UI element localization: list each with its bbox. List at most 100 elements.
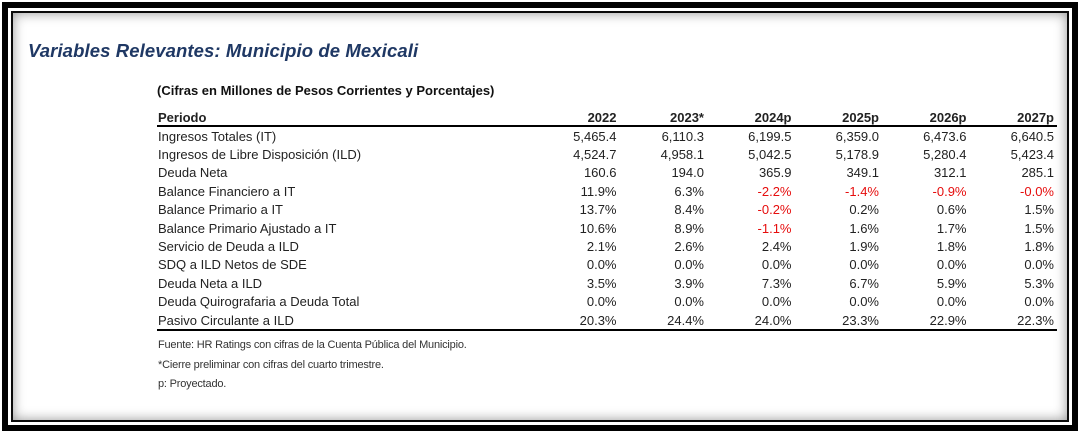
table-cell: 20.3% bbox=[579, 312, 617, 328]
row-label: Ingresos de Libre Disposición (ILD) bbox=[158, 147, 362, 163]
table-cell: 5,042.5 bbox=[748, 147, 792, 163]
table-cell: 22.9% bbox=[929, 312, 967, 328]
table-cell: 0.0% bbox=[586, 294, 617, 310]
table-row: Deuda Neta 160.6 194.0 365.9 349.1 312.1 285.1 bbox=[157, 164, 1057, 182]
table-cell: 365.9 bbox=[758, 165, 792, 181]
table-cell: -2.2% bbox=[757, 183, 792, 199]
table-cell: 24.0% bbox=[754, 312, 792, 328]
table-cell: 4,958.1 bbox=[660, 147, 704, 163]
table-cell: 11.9% bbox=[580, 183, 617, 199]
table-cell: 3.9% bbox=[674, 275, 704, 291]
table-row: Ingresos de Libre Disposición (ILD) 4,524… bbox=[157, 145, 1057, 163]
table-cell: -0.0% bbox=[1020, 183, 1054, 199]
table-body: Ingresos Totales (IT) 5,465.4 6,110.3 6,199… bbox=[157, 127, 1057, 332]
table-row: Deuda Neta a ILD 3.5% 3.9% 7.3% 6.7% 5.9% 5.3% bbox=[157, 274, 1057, 292]
table-row: Balance Primario Ajustado a IT 10.6% 8.9% -… bbox=[157, 219, 1057, 237]
table-cell: 0.0% bbox=[674, 257, 704, 273]
table-cell: 0.0% bbox=[761, 257, 792, 273]
table-cell: 285.1 bbox=[1021, 165, 1054, 181]
row-label: Balance Primario a IT bbox=[158, 202, 283, 218]
row-label: Ingresos Totales (IT) bbox=[158, 128, 277, 144]
year-header: 2024p bbox=[754, 110, 792, 125]
table-cell: 5,178.9 bbox=[835, 147, 879, 163]
financial-table: Periodo 2022 2023* 2024p 2025p 2026p 2027p In… bbox=[157, 104, 1057, 332]
table-cell: 8.9% bbox=[674, 220, 704, 236]
table-cell: 6,110.3 bbox=[661, 128, 704, 144]
table-cell: 160.6 bbox=[583, 165, 617, 181]
table-row: SDQ a ILD Netos de SDE 0.0% 0.0% 0.0% 0.0% 0.… bbox=[157, 256, 1057, 274]
table-row: Balance Primario a IT 13.7% 8.4% -0.2% 0.2% 0… bbox=[157, 201, 1057, 219]
table-header-row: Periodo 2022 2023* 2024p 2025p 2026p 2027p bbox=[157, 104, 1057, 127]
row-label: Pasivo Circulante a ILD bbox=[158, 312, 294, 328]
table-cell: 1.8% bbox=[936, 239, 967, 255]
table-cell: 1.5% bbox=[1024, 202, 1054, 218]
table-cell: 194.0 bbox=[671, 165, 704, 181]
table-cell: 13.7% bbox=[579, 202, 617, 218]
table-cell: -0.9% bbox=[932, 183, 967, 199]
table-row: Servicio de Deuda a ILD 2.1% 2.6% 2.4% 1.9% 1… bbox=[157, 237, 1057, 255]
row-label: Deuda Neta a ILD bbox=[158, 275, 263, 291]
table-cell: -1.1% bbox=[757, 220, 792, 236]
year-header: 2025p bbox=[842, 110, 879, 125]
table-cell: 5,280.4 bbox=[923, 147, 967, 163]
table-cell: 1.8% bbox=[1024, 239, 1054, 255]
table-cell: 4,524.7 bbox=[573, 147, 617, 163]
table-row: Ingresos Totales (IT) 5,465.4 6,110.3 6,199… bbox=[157, 127, 1057, 145]
table-cell: 2.4% bbox=[761, 239, 792, 255]
table-cell: 312.1 bbox=[933, 165, 967, 181]
table-cell: 1.7% bbox=[936, 220, 967, 236]
page-title: Variables Relevantes: Municipio de Mexic… bbox=[28, 40, 419, 61]
period-header: Periodo bbox=[158, 110, 207, 125]
table-row: Pasivo Circulante a ILD 20.3% 24.4% 24.0% 23… bbox=[157, 311, 1057, 329]
table-cell: 0.0% bbox=[936, 294, 967, 310]
table-cell: 6.7% bbox=[849, 275, 879, 291]
table-cell: 0.0% bbox=[674, 294, 704, 310]
footnote-source: Fuente: HR Ratings con cifras de la Cuen… bbox=[158, 339, 467, 351]
row-label: Deuda Neta bbox=[158, 165, 228, 181]
row-label: Deuda Quirografaria a Deuda Total bbox=[158, 294, 360, 310]
table-cell: 7.3% bbox=[761, 275, 792, 291]
table-cell: 2.1% bbox=[586, 239, 617, 255]
row-label: Balance Financiero a IT bbox=[158, 183, 296, 199]
table-cell: 1.5% bbox=[1024, 220, 1054, 236]
table-cell: 0.0% bbox=[586, 257, 617, 273]
row-label: Balance Primario Ajustado a IT bbox=[158, 220, 337, 236]
table-cell: 8.4% bbox=[674, 202, 704, 218]
table-cell: 0.0% bbox=[936, 257, 967, 273]
table-cell: 0.0% bbox=[849, 294, 879, 310]
footnote-preliminary: *Cierre preliminar con cifras del cuarto… bbox=[158, 358, 384, 371]
table-cell: 6.3% bbox=[674, 183, 704, 199]
table-cell: 349.1 bbox=[846, 165, 879, 181]
inner-frame bbox=[11, 11, 1069, 422]
table-cell: 3.5% bbox=[586, 275, 617, 291]
row-label: SDQ a ILD Netos de SDE bbox=[158, 257, 307, 273]
table-cell: 24.4% bbox=[667, 312, 704, 328]
table-cell: 0.0% bbox=[1024, 294, 1054, 310]
row-label: Servicio de Deuda a ILD bbox=[158, 239, 299, 255]
table-cell: 22.3% bbox=[1017, 312, 1054, 328]
table-cell: 0.0% bbox=[761, 294, 792, 310]
year-header: 2027p bbox=[1017, 110, 1054, 125]
table-cell: 10.6% bbox=[579, 220, 617, 236]
table-cell: 2.6% bbox=[674, 239, 704, 255]
table-cell: 1.6% bbox=[849, 220, 879, 236]
table-row: Deuda Quirografaria a Deuda Total 0.0% 0.0… bbox=[157, 293, 1057, 311]
table-cell: 5,423.4 bbox=[1010, 147, 1054, 163]
table-cell: 6,359.0 bbox=[835, 128, 879, 144]
table-cell: 23.3% bbox=[842, 312, 879, 328]
table-cell: 0.0% bbox=[1024, 257, 1054, 273]
year-header: 2026p bbox=[929, 110, 967, 125]
table-cell: 0.6% bbox=[936, 202, 967, 218]
table-cell: 0.2% bbox=[849, 202, 879, 218]
table-subtitle: (Cifras en Millones de Pesos Corrientes … bbox=[157, 83, 495, 98]
table-cell: 5.9% bbox=[936, 275, 967, 291]
table-cell: 5.3% bbox=[1024, 275, 1054, 291]
table-cell: 1.9% bbox=[849, 239, 879, 255]
year-header: 2023* bbox=[670, 110, 704, 125]
footnotes: Fuente: HR Ratings con cifras de la Cuen… bbox=[158, 336, 467, 395]
table-cell: -1.4% bbox=[845, 183, 879, 199]
table-cell: 6,640.5 bbox=[1010, 128, 1054, 144]
